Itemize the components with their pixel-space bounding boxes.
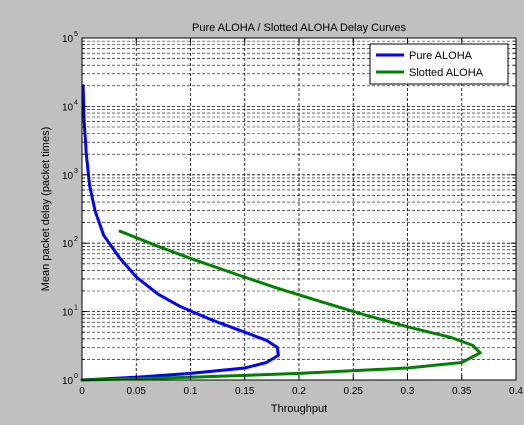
x-tick-label: 0.3 xyxy=(401,386,415,397)
y-tick-exponent: 2 xyxy=(74,236,78,243)
legend: Pure ALOHA Slotted ALOHA xyxy=(369,43,509,85)
series-line-pure-aloha xyxy=(80,84,280,382)
x-tick-label: 0.05 xyxy=(127,386,147,397)
y-tick-label: 10 xyxy=(62,308,74,319)
x-tick-label: 0 xyxy=(79,386,85,397)
x-tick-label: 0.1 xyxy=(184,386,198,397)
y-tick-exponent: 1 xyxy=(74,305,78,312)
series-line-slotted-aloha xyxy=(80,229,482,382)
series-layer xyxy=(80,84,482,382)
y-axis-label: Mean packet delay (packet times) xyxy=(40,127,52,291)
x-tick-label: 0.15 xyxy=(235,386,255,397)
y-tick-exponent: 3 xyxy=(74,168,78,175)
y-tick-label: 10 xyxy=(62,171,74,182)
y-tick-label: 10 xyxy=(62,34,74,45)
chart-title: Pure ALOHA / Slotted ALOHA Delay Curves xyxy=(192,22,406,34)
legend-label-pure-aloha: Pure ALOHA xyxy=(409,50,473,62)
y-tick-label: 10 xyxy=(62,102,74,113)
y-tick-exponent: 0 xyxy=(74,373,78,380)
x-tick-label: 0.4 xyxy=(509,386,523,397)
y-tick-exponent: 4 xyxy=(74,99,78,106)
grid xyxy=(82,38,516,380)
x-tick-label: 0.35 xyxy=(452,386,472,397)
y-tick-exponent: 5 xyxy=(74,31,78,38)
legend-box xyxy=(369,43,509,85)
x-tick-label: 0.2 xyxy=(292,386,306,397)
legend-label-slotted-aloha: Slotted ALOHA xyxy=(409,67,484,79)
y-tick-label: 10 xyxy=(62,376,74,387)
ticks xyxy=(81,37,517,381)
y-tick-label: 10 xyxy=(62,239,74,250)
x-tick-label: 0.25 xyxy=(344,386,364,397)
x-axis-label: Throughput xyxy=(271,403,327,415)
